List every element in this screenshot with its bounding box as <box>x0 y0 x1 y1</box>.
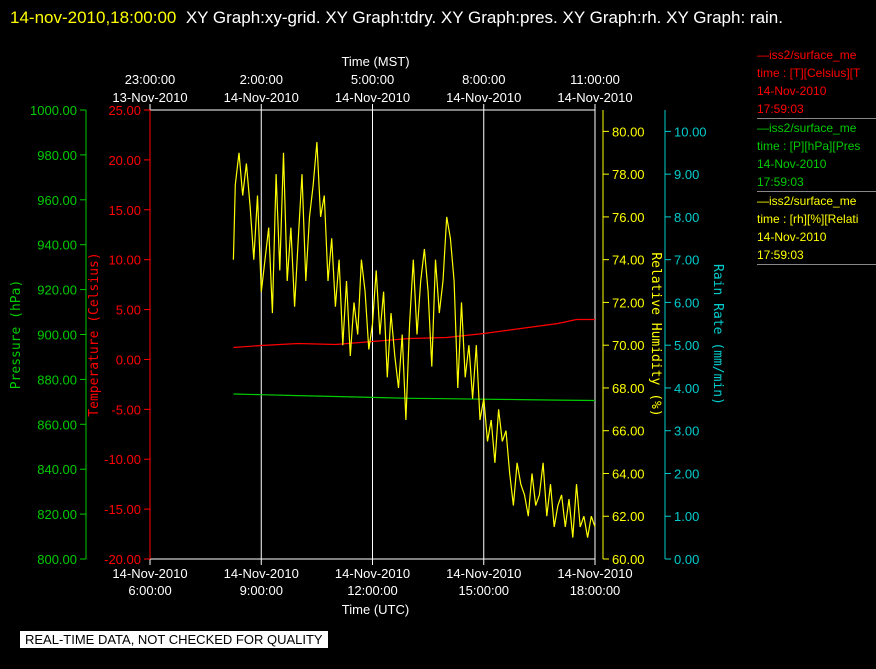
x-bottom-tick-time: 6:00:00 <box>128 583 171 598</box>
x-top-tick-date: 14-Nov-2010 <box>224 90 299 105</box>
rain-tick-label: 0.00 <box>674 552 699 567</box>
humidity-tick-label: 70.00 <box>612 338 645 353</box>
x-bottom-tick-date: 14-Nov-2010 <box>224 566 299 581</box>
title-date: 14-nov-2010,18:00:00 <box>10 8 177 27</box>
x-top-tick-time: 2:00:00 <box>240 72 283 87</box>
legend-name: —iss2/surface_me <box>757 48 857 62</box>
rain-tick-label: 6.00 <box>674 295 699 310</box>
legend-time: 17:59:03 <box>757 175 804 189</box>
humidity-axis-title: Relative Humidity (%) <box>648 252 663 416</box>
legend-date: 14-Nov-2010 <box>757 157 827 171</box>
x-top-tick-date: 14-Nov-2010 <box>557 90 632 105</box>
rain-tick-label: 1.00 <box>674 509 699 524</box>
x-bottom-axis-title: Time (UTC) <box>342 602 409 617</box>
pressure-tick-label: 940.00 <box>37 238 77 253</box>
temperature-axis-title: Temperature (Celsius) <box>87 252 102 416</box>
pressure-tick-label: 1000.00 <box>30 103 77 118</box>
pressure-tick-label: 840.00 <box>37 462 77 477</box>
humidity-tick-label: 78.00 <box>612 167 645 182</box>
legend-date: 14-Nov-2010 <box>757 230 827 244</box>
pressure-tick-label: 980.00 <box>37 148 77 163</box>
rain-tick-label: 10.00 <box>674 124 707 139</box>
disclaimer-label: REAL-TIME DATA, NOT CHECKED FOR QUALITY <box>20 631 328 648</box>
temperature-tick-label: 15.00 <box>108 203 141 218</box>
x-bottom-tick-date: 14-Nov-2010 <box>446 566 521 581</box>
x-bottom-tick-time: 18:00:00 <box>570 583 621 598</box>
humidity-tick-label: 80.00 <box>612 124 645 139</box>
temperature-tick-label: 0.00 <box>116 352 141 367</box>
humidity-tick-label: 74.00 <box>612 253 645 268</box>
humidity-tick-label: 62.00 <box>612 509 645 524</box>
x-bottom-tick-time: 9:00:00 <box>240 583 283 598</box>
legend-time: 17:59:03 <box>757 248 804 262</box>
rain-tick-label: 5.00 <box>674 338 699 353</box>
rain-tick-label: 3.00 <box>674 424 699 439</box>
legend-field: time : [P][hPa][Pres <box>757 139 861 153</box>
pressure-axis-title: Pressure (hPa) <box>9 280 24 390</box>
pressure-tick-label: 800.00 <box>37 552 77 567</box>
x-top-axis-title: Time (MST) <box>341 54 409 69</box>
rain-tick-label: 8.00 <box>674 210 699 225</box>
legend-time: 17:59:03 <box>757 102 804 116</box>
rain-tick-label: 2.00 <box>674 466 699 481</box>
legend-separator <box>757 118 876 119</box>
rain-tick-label: 9.00 <box>674 167 699 182</box>
legend-field: time : [T][Celsius][T <box>757 66 861 80</box>
x-bottom-tick-date: 14-Nov-2010 <box>112 566 187 581</box>
temperature-tick-label: -20.00 <box>104 552 141 567</box>
x-top-tick-time: 8:00:00 <box>462 72 505 87</box>
rain-tick-label: 4.00 <box>674 381 699 396</box>
humidity-tick-label: 72.00 <box>612 295 645 310</box>
x-bottom-tick-time: 12:00:00 <box>347 583 398 598</box>
pressure-tick-label: 860.00 <box>37 417 77 432</box>
x-top-tick-time: 23:00:00 <box>125 72 176 87</box>
humidity-tick-label: 76.00 <box>612 210 645 225</box>
pressure-tick-label: 880.00 <box>37 372 77 387</box>
temperature-tick-label: 25.00 <box>108 103 141 118</box>
title-graphs: XY Graph:xy-grid. XY Graph:tdry. XY Grap… <box>185 8 783 27</box>
temperature-tick-label: 5.00 <box>116 303 141 318</box>
x-top-tick-date: 14-Nov-2010 <box>446 90 521 105</box>
series-line-T <box>233 318 595 349</box>
legend-separator <box>757 264 876 265</box>
pressure-tick-label: 900.00 <box>37 328 77 343</box>
x-top-tick-date: 13-Nov-2010 <box>112 90 187 105</box>
humidity-tick-label: 60.00 <box>612 552 645 567</box>
temperature-tick-label: -5.00 <box>111 402 141 417</box>
legend-field: time : [rh][%][Relati <box>757 212 859 226</box>
x-bottom-tick-date: 14-Nov-2010 <box>335 566 410 581</box>
x-bottom-tick-date: 14-Nov-2010 <box>557 566 632 581</box>
temperature-tick-label: 20.00 <box>108 153 141 168</box>
legend-separator <box>757 191 876 192</box>
x-bottom-tick-time: 15:00:00 <box>458 583 509 598</box>
x-top-tick-time: 11:00:00 <box>570 72 620 87</box>
title-bar: 14-nov-2010,18:00:00 XY Graph:xy-grid. X… <box>10 4 860 31</box>
legend-name: —iss2/surface_me <box>757 194 857 208</box>
pressure-tick-label: 960.00 <box>37 193 77 208</box>
temperature-tick-label: -10.00 <box>104 452 141 467</box>
legend-name: —iss2/surface_me <box>757 121 857 135</box>
humidity-tick-label: 64.00 <box>612 466 645 481</box>
pressure-tick-label: 820.00 <box>37 507 77 522</box>
temperature-tick-label: 10.00 <box>108 253 141 268</box>
temperature-tick-label: -15.00 <box>104 502 141 517</box>
legend-date: 14-Nov-2010 <box>757 84 827 98</box>
rain-axis-title: Rain Rate (mm/min) <box>710 264 725 405</box>
x-top-tick-time: 5:00:00 <box>351 72 394 87</box>
pressure-tick-label: 920.00 <box>37 283 77 298</box>
rain-tick-label: 7.00 <box>674 253 699 268</box>
humidity-tick-label: 68.00 <box>612 381 645 396</box>
series-line-P <box>233 393 596 402</box>
legend: —iss2/surface_me time : [T][Celsius][T 14-… <box>757 46 876 265</box>
x-top-tick-date: 14-Nov-2010 <box>335 90 410 105</box>
humidity-tick-label: 66.00 <box>612 424 645 439</box>
series-line-rh <box>232 142 596 538</box>
